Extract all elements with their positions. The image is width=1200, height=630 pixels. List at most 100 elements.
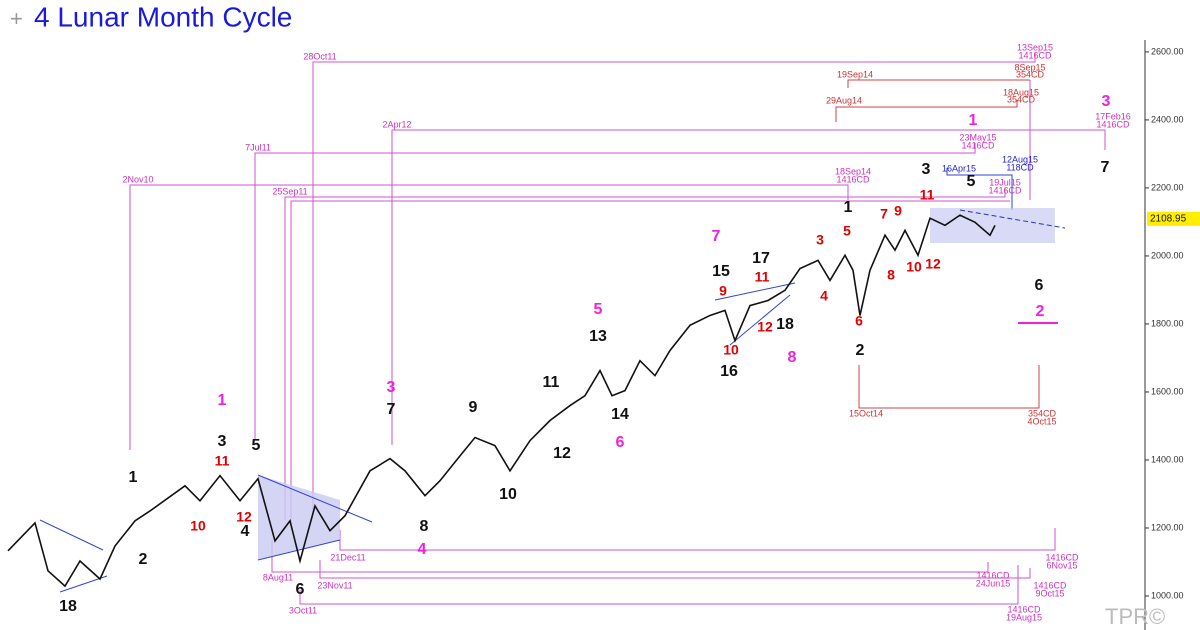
cycle-label: 29Aug14 bbox=[826, 95, 862, 105]
cycle-label: 25Sep11 bbox=[272, 186, 307, 196]
cycle-label: 17Feb16 bbox=[1095, 111, 1131, 121]
y-tick-label: 2200.00 bbox=[1151, 182, 1184, 192]
patterns bbox=[39, 40, 1146, 630]
wave-label: 10 bbox=[906, 259, 922, 275]
wave-label: 9 bbox=[894, 203, 902, 219]
wave-label: 12 bbox=[757, 319, 773, 335]
wave-label: 15 bbox=[712, 263, 730, 280]
cycle-label: 118CD bbox=[1006, 162, 1034, 172]
cycle-label: 19Sep14 bbox=[837, 69, 873, 79]
price-tag-bg bbox=[1147, 211, 1200, 226]
cycle-label: 9Oct15 bbox=[1035, 588, 1064, 598]
wave-label: 3 bbox=[816, 232, 824, 248]
wave-label: 5 bbox=[967, 173, 976, 190]
cycle-label: 8Aug11 bbox=[263, 572, 293, 582]
wave-label: 1 bbox=[844, 199, 853, 216]
cycle-label: 2Nov10 bbox=[122, 174, 153, 184]
wave-label: 14 bbox=[611, 406, 629, 423]
cycle-label: 23May15 bbox=[959, 132, 996, 142]
wave-label: 8 bbox=[788, 349, 797, 366]
cycle-label: 1416CD bbox=[1045, 552, 1079, 562]
wave-label: 2 bbox=[856, 342, 865, 359]
cycle-label: 354CD bbox=[1016, 69, 1045, 79]
cycle-label: 19Aug15 bbox=[1006, 612, 1042, 622]
cycle-label: 1416CD bbox=[836, 174, 870, 184]
cycle-label: 18Sep14 bbox=[835, 166, 871, 176]
y-tick-label: 1600.00 bbox=[1151, 386, 1184, 396]
wave-label: 3 bbox=[1102, 93, 1111, 110]
cycle-label: 13Sep15 bbox=[1017, 42, 1053, 52]
wave-label: 4 bbox=[241, 523, 250, 540]
wave-label: 3 bbox=[218, 433, 227, 450]
y-tick-label: 2000.00 bbox=[1151, 250, 1184, 260]
cycle-label: 18Aug15 bbox=[1003, 87, 1039, 97]
cycle-label: 7Jul11 bbox=[245, 142, 271, 152]
wave-label: 7 bbox=[1101, 159, 1110, 176]
cycle-label: 1416CD bbox=[1096, 119, 1130, 129]
wave-label: 5 bbox=[252, 437, 261, 454]
wave-label: 7 bbox=[712, 228, 721, 245]
wave-label: 16 bbox=[720, 363, 738, 380]
wave-label: 12 bbox=[925, 256, 941, 272]
wave-label: 1 bbox=[129, 469, 138, 486]
y-tick-label: 1800.00 bbox=[1151, 318, 1184, 328]
wave-label: 6 bbox=[855, 313, 863, 329]
wave-label: 10 bbox=[723, 342, 739, 358]
wave-label: 8 bbox=[887, 267, 895, 283]
cycle-label: 3Oct11 bbox=[289, 605, 317, 615]
cycle-label: 23Nov11 bbox=[317, 580, 352, 590]
wave-label: 11 bbox=[755, 269, 770, 285]
price-tag: 2108.95 bbox=[1150, 214, 1187, 225]
wave-label: 8 bbox=[420, 518, 429, 535]
watermark: TPR© bbox=[1105, 604, 1165, 629]
cycle-label: 15Oct14 bbox=[849, 408, 883, 418]
cycle-label: 1416CD bbox=[1007, 604, 1041, 614]
wave-label: 11 bbox=[920, 187, 935, 203]
cycle-label: 28Oct11 bbox=[303, 51, 336, 61]
wave-label: 5 bbox=[843, 223, 851, 239]
wave-label: 1 bbox=[218, 392, 227, 409]
y-tick-label: 2400.00 bbox=[1151, 114, 1184, 124]
wave-label: 2 bbox=[139, 551, 148, 568]
cycle-label: 16Apr15 bbox=[942, 163, 976, 173]
wave-label: 9 bbox=[719, 283, 727, 299]
wave-label: 11 bbox=[215, 453, 230, 469]
cycle-label: 24Jun15 bbox=[976, 578, 1011, 588]
wave-label: 3 bbox=[387, 379, 396, 396]
y-tick-label: 1200.00 bbox=[1151, 522, 1184, 532]
wave-label: 9 bbox=[469, 399, 478, 416]
cycle-label: 1416CD bbox=[976, 570, 1010, 580]
expand-icon: + bbox=[10, 6, 23, 31]
wave-label: 4 bbox=[418, 541, 427, 558]
wave-label: 12 bbox=[553, 445, 571, 462]
cycle-label: 1416CD bbox=[961, 140, 995, 150]
wave-label: 7 bbox=[387, 401, 396, 418]
wave-label: 17 bbox=[752, 250, 770, 267]
cycle-label: 8Sep15 bbox=[1014, 62, 1045, 72]
cycle-label: 6Nov15 bbox=[1046, 560, 1077, 570]
cycle-label: 21Dec11 bbox=[330, 552, 365, 562]
wave-label: 6 bbox=[296, 581, 305, 598]
cycle-label: 1416CD bbox=[1018, 50, 1052, 60]
y-tick-label: 1000.00 bbox=[1151, 590, 1184, 600]
price-line bbox=[7, 214, 996, 588]
wave-label: 3 bbox=[922, 161, 931, 178]
wave-label: 18 bbox=[776, 316, 794, 333]
chart-title: 4 Lunar Month Cycle bbox=[34, 1, 292, 32]
wave-label: 10 bbox=[190, 518, 206, 534]
wave-label: 7 bbox=[880, 206, 888, 222]
wave-label: 6 bbox=[1035, 277, 1044, 294]
cycle-label: 4Oct15 bbox=[1027, 416, 1056, 426]
wave-label: 4 bbox=[820, 288, 828, 304]
wave-label: 6 bbox=[616, 434, 625, 451]
wave-label: 11 bbox=[543, 374, 560, 391]
wave-label: 2 bbox=[1036, 303, 1045, 320]
cycle-label: 354CD bbox=[1028, 408, 1057, 418]
wave-label: 12 bbox=[236, 509, 252, 525]
cycle-label: 354CD bbox=[1007, 94, 1036, 104]
y-tick-label: 2600.00 bbox=[1151, 46, 1184, 56]
cycle-label: 2Apr12 bbox=[382, 119, 411, 129]
y-tick-label: 1400.00 bbox=[1151, 454, 1184, 464]
cycle-label: 12Aug15 bbox=[1002, 154, 1038, 164]
